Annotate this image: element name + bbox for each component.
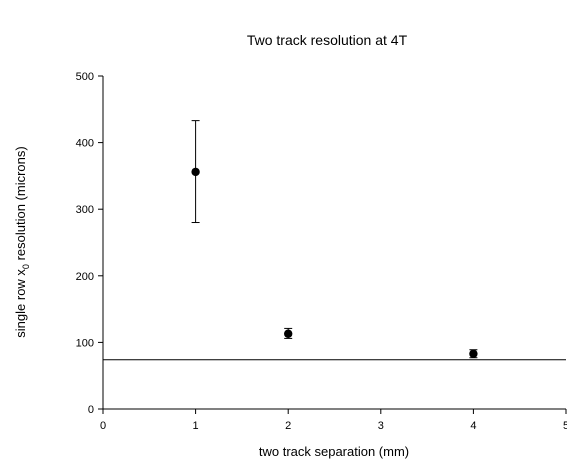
x-tick-label: 4 (470, 420, 476, 432)
x-tick-label: 3 (378, 420, 384, 432)
y-axis-label-subscript: 0 (21, 264, 31, 269)
x-tick-label: 1 (193, 420, 199, 432)
data-point (284, 329, 293, 338)
x-tick-label: 2 (285, 420, 291, 432)
y-axis-label: single row x0 resolution (microns) (13, 146, 31, 337)
axes (102, 76, 566, 410)
chart-title: Two track resolution at 4T (247, 32, 408, 48)
y-tick-label: 400 (76, 138, 94, 150)
data-point (469, 349, 478, 358)
y-tick-label: 200 (76, 271, 94, 283)
y-tick-label: 100 (76, 337, 94, 349)
y-tick-label: 0 (88, 404, 94, 416)
data-points (191, 120, 478, 359)
x-axis-label: two track separation (mm) (259, 444, 409, 459)
x-tick-label: 5 (563, 420, 567, 432)
x-tick-label: 0 (100, 420, 106, 432)
y-axis-ticks: 0 100 200 300 400 500 (76, 71, 103, 416)
y-axis-label-prefix: single row x (13, 269, 28, 338)
y-axis-label-suffix: resolution (microns) (13, 146, 28, 264)
data-point (191, 167, 200, 177)
y-tick-label: 500 (76, 71, 94, 83)
y-tick-label: 300 (76, 204, 94, 216)
x-axis-ticks: 0 1 2 3 4 5 (100, 409, 567, 432)
